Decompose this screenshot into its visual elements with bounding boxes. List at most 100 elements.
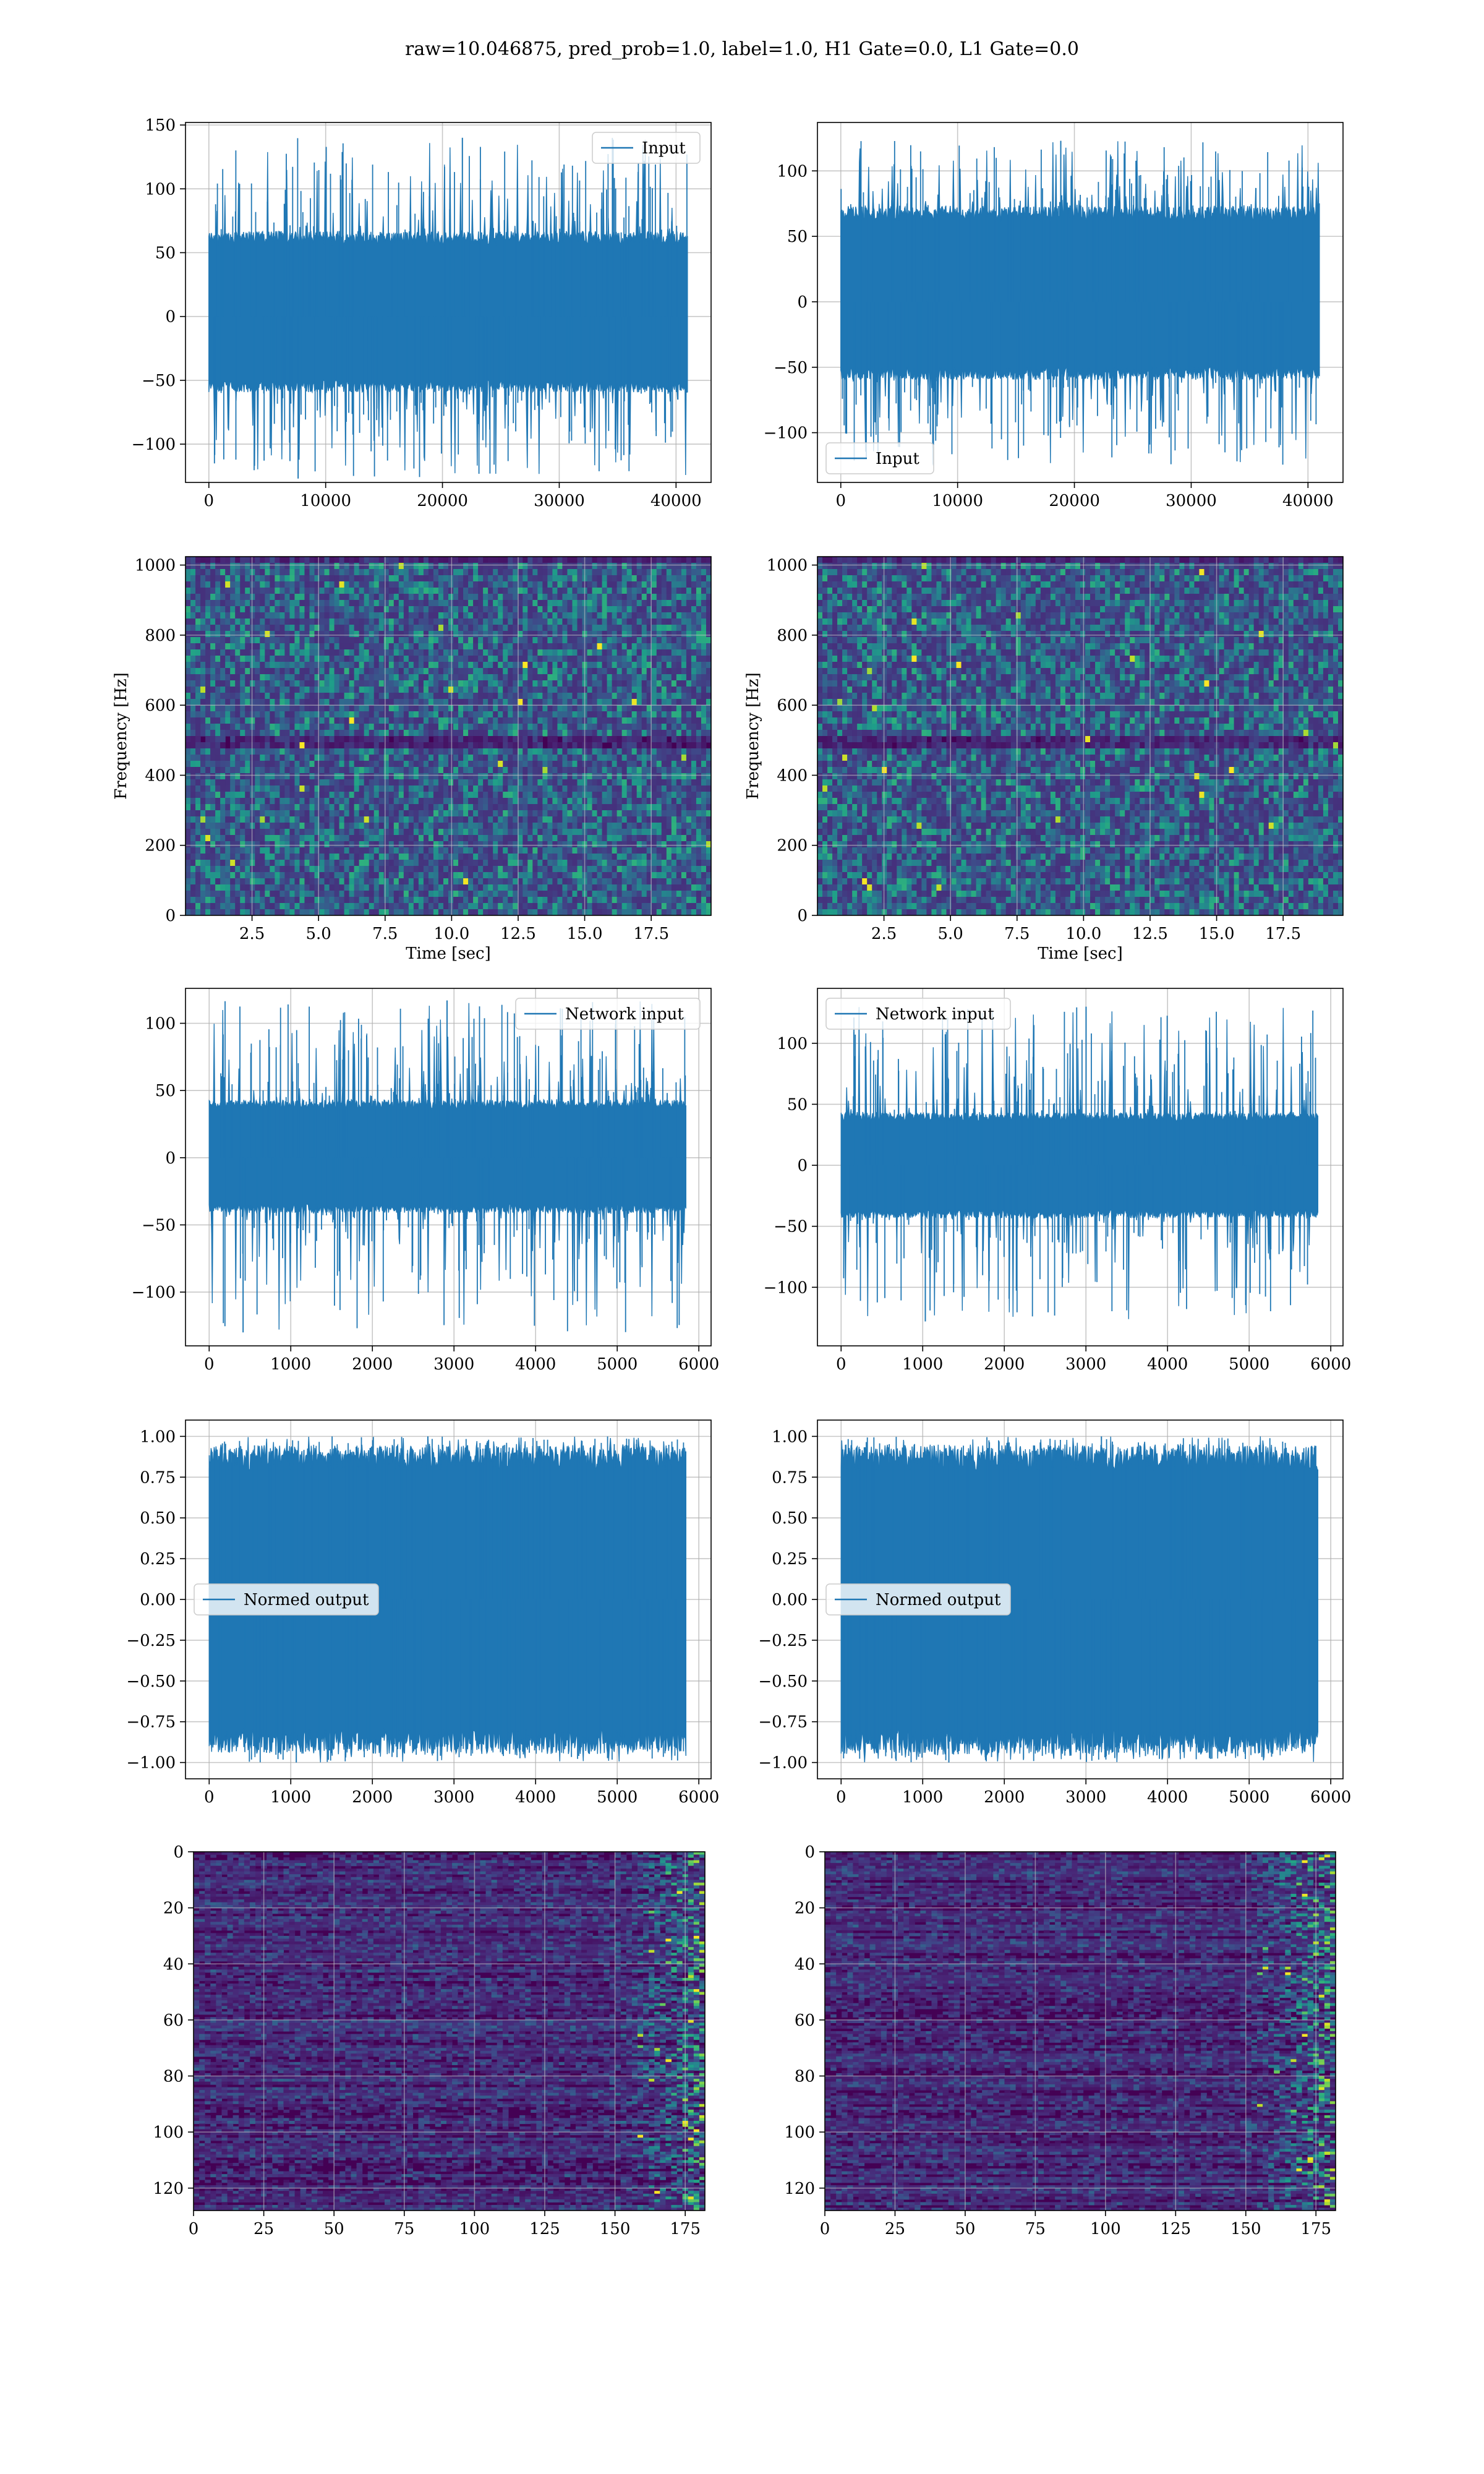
ytick-label-normed-output-h1-5: 0.25 [140,1550,176,1569]
xtick-label-spec-h1-4: 12.5 [500,925,536,943]
xtick-label-spec-l1-2: 7.5 [1004,925,1030,943]
xtick-label-spec-l1-0: 2.5 [871,925,897,943]
xtick-label-normed-output-h1-5: 5000 [597,1788,638,1807]
xtick-label-input-h1-3: 30000 [534,492,585,510]
xtick-label-input-l1-3: 30000 [1166,492,1217,510]
xtick-label-features-l1-2: 50 [955,2220,975,2238]
legend-label-network-input-h1: Network input [565,1005,684,1024]
ytick-label-input-l1-3: 50 [787,228,808,246]
xtick-label-network-input-h1-2: 2000 [352,1355,393,1374]
ytick-label-normed-output-h1-0: −1.00 [126,1754,176,1773]
ytick-label-features-l1-3: 60 [795,2011,815,2030]
xtick-label-normed-output-h1-3: 3000 [433,1788,474,1807]
ytick-label-spec-h1-3: 600 [145,696,176,715]
ytick-label-features-l1-4: 80 [795,2068,815,2086]
xtick-label-input-h1-4: 40000 [650,492,702,510]
ytick-label-network-input-h1-0: −100 [132,1283,176,1302]
chart-features-h1: 0 25 50 75 100 125 150 175 0 20 40 60 80 100 120 [153,1843,706,2238]
figure-title: raw=10.046875, pred_prob=1.0, label=1.0,… [0,38,1484,60]
ytick-label-input-l1-2: 0 [797,293,808,312]
chart-normed-output-l1: 0 1000 2000 3000 4000 5000 6000 −1.00 −0.75 −0.50… [758,1419,1351,1807]
xtick-label-input-l1-1: 10000 [932,492,983,510]
ytick-label-normed-output-l1-4: 0.00 [772,1591,808,1609]
ytick-label-network-input-h1-3: 50 [155,1082,176,1100]
ytick-label-features-h1-5: 100 [153,2123,184,2142]
ytick-label-input-h1-2: 0 [165,308,176,327]
xtick-label-network-input-h1-3: 3000 [433,1355,474,1374]
xlabel-spec-l1: Time [sec] [1038,944,1123,963]
ytick-label-spec-l1-5: 1000 [767,557,808,575]
legend-normed-output-l1: Normed output [825,1583,1011,1616]
xtick-label-network-input-h1-5: 5000 [597,1355,638,1374]
xtick-label-spec-h1-0: 2.5 [239,925,265,943]
axes-frame-spec-h1 [185,556,712,916]
ytick-label-features-h1-4: 80 [163,2068,184,2086]
axes-frame-features-l1 [824,1851,1336,2211]
ytick-label-normed-output-l1-6: 0.50 [772,1509,808,1528]
ytick-label-network-input-h1-1: −50 [142,1216,176,1235]
axes-frame-input-l1 [817,122,1344,483]
chart-features-l1: 0 25 50 75 100 125 150 175 0 20 40 60 80 100 120 [784,1843,1336,2238]
xtick-label-normed-output-l1-3: 3000 [1065,1788,1106,1807]
ytick-label-features-h1-0: 0 [173,1843,184,1862]
xtick-label-features-h1-5: 125 [529,2220,560,2238]
xtick-label-network-input-h1-0: 0 [204,1355,215,1374]
ytick-label-features-l1-2: 40 [795,1955,815,1974]
xtick-label-spec-h1-6: 17.5 [633,925,669,943]
legend-label-normed-output-h1: Normed output [244,1591,369,1609]
series-input-l1 [840,141,1320,464]
xtick-label-features-l1-4: 100 [1090,2220,1121,2238]
ytick-label-normed-output-l1-3: −0.25 [758,1632,808,1650]
xtick-label-network-input-l1-4: 4000 [1147,1355,1188,1374]
xtick-label-features-h1-0: 0 [189,2220,199,2238]
xtick-label-normed-output-l1-6: 6000 [1310,1788,1351,1807]
xtick-label-network-input-h1-4: 4000 [515,1355,556,1374]
ytick-label-normed-output-l1-2: −0.50 [758,1672,808,1691]
ytick-label-input-l1-0: −100 [764,424,808,443]
xtick-label-features-l1-6: 150 [1230,2220,1261,2238]
ylabel-spec-h1: Frequency [Hz] [112,672,130,800]
xtick-label-features-h1-7: 175 [670,2220,701,2238]
xtick-label-normed-output-l1-1: 1000 [902,1788,943,1807]
xtick-label-normed-output-h1-2: 2000 [352,1788,393,1807]
ytick-label-normed-output-l1-1: −0.75 [758,1713,808,1732]
ytick-label-input-h1-4: 100 [145,180,176,199]
ytick-label-spec-h1-1: 200 [145,837,176,855]
xtick-label-features-l1-0: 0 [820,2220,830,2238]
xtick-label-network-input-l1-6: 6000 [1310,1355,1351,1374]
axes-frame-features-h1 [193,1851,706,2211]
ytick-label-normed-output-l1-0: −1.00 [758,1754,808,1773]
ytick-label-normed-output-l1-5: 0.25 [772,1550,808,1569]
legend-network-input-h1: Network input [515,998,701,1030]
xtick-label-normed-output-l1-0: 0 [836,1788,846,1807]
xtick-label-network-input-l1-2: 2000 [984,1355,1025,1374]
xtick-label-features-h1-3: 75 [394,2220,414,2238]
ytick-label-normed-output-h1-1: −0.75 [126,1713,176,1732]
xtick-label-normed-output-h1-1: 1000 [270,1788,311,1807]
xtick-label-network-input-h1-6: 6000 [678,1355,719,1374]
ytick-label-normed-output-h1-4: 0.00 [140,1591,176,1609]
ytick-label-features-l1-0: 0 [804,1843,815,1862]
xtick-label-input-l1-2: 20000 [1049,492,1100,510]
ytick-label-normed-output-h1-8: 1.00 [140,1427,176,1446]
xtick-label-network-input-h1-1: 1000 [270,1355,311,1374]
axes-frame-spec-l1 [817,556,1344,916]
xtick-label-normed-output-l1-2: 2000 [984,1788,1025,1807]
xtick-label-spec-h1-5: 15.0 [567,925,603,943]
ytick-label-spec-l1-2: 400 [777,766,808,785]
xtick-label-spec-l1-3: 10.0 [1065,925,1101,943]
chart-input-l1: 0 10000 20000 30000 40000 −100 −50 0 50 100 Input [764,122,1344,510]
xtick-label-features-l1-3: 75 [1025,2220,1046,2238]
xtick-label-spec-l1-5: 15.0 [1199,925,1235,943]
heatmap-features-l1 [825,1852,1336,2211]
xtick-label-features-h1-1: 25 [254,2220,274,2238]
ytick-label-network-input-l1-2: 0 [797,1157,808,1175]
xtick-label-input-h1-0: 0 [204,492,215,510]
xtick-label-spec-l1-4: 12.5 [1132,925,1168,943]
legend-network-input-l1: Network input [825,998,1011,1030]
ytick-label-spec-l1-0: 0 [797,907,808,925]
ytick-label-network-input-l1-1: −50 [774,1218,808,1236]
ytick-label-input-h1-3: 50 [155,244,176,263]
legend-label-network-input-l1: Network input [876,1005,994,1024]
